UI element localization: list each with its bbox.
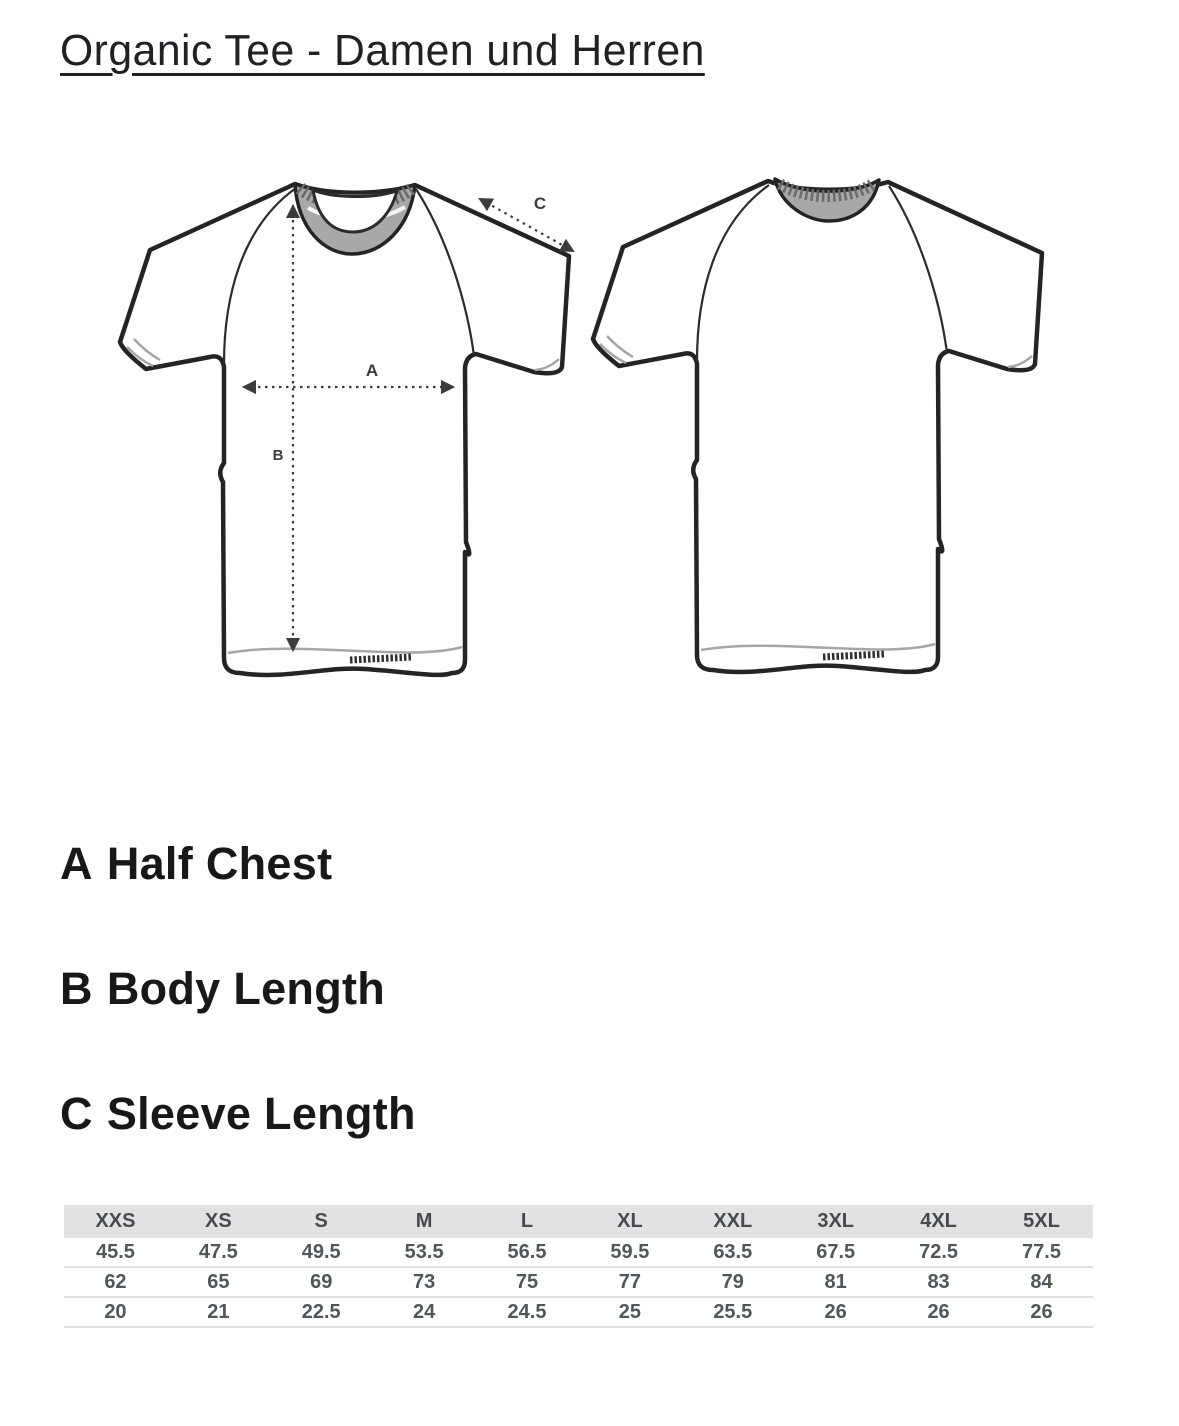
page-title: Organic Tee - Damen und Herren	[60, 26, 705, 75]
size-cell: 24	[372, 1297, 476, 1328]
table-row-half-chest: 45.5 47.5 49.5 53.5 56.5 59.5 63.5 67.5 …	[64, 1238, 1093, 1268]
size-column-header: S	[269, 1205, 373, 1238]
size-cell: 26	[990, 1297, 1093, 1328]
size-cell: 81	[784, 1267, 888, 1298]
size-cell: 24.5	[475, 1297, 579, 1328]
size-cell: 72.5	[887, 1238, 991, 1268]
tshirt-back-view	[593, 177, 1042, 672]
tshirt-measurement-diagram: A B C	[95, 165, 1060, 705]
size-cell: 67.5	[784, 1238, 888, 1268]
size-column-header: M	[372, 1205, 476, 1238]
size-cell: 77.5	[990, 1238, 1093, 1268]
sleeve-length-arrow: C	[478, 194, 575, 253]
measure-label-b: B	[273, 447, 284, 464]
size-column-header: L	[475, 1205, 579, 1238]
legend-key-c: C	[60, 1088, 93, 1139]
size-cell: 26	[887, 1297, 991, 1328]
size-column-header: XL	[578, 1205, 682, 1238]
size-table-header-row: XXS XS S M L XL XXL 3XL 4XL 5XL	[64, 1205, 1093, 1238]
size-cell: 65	[166, 1267, 270, 1298]
body-length-arrow: B	[273, 203, 301, 653]
size-cell: 59.5	[578, 1238, 682, 1268]
table-row-body-length: 62 65 69 73 75 77 79 81 83 84	[64, 1267, 1093, 1298]
size-cell: 69	[269, 1267, 373, 1298]
size-cell: 49.5	[269, 1238, 373, 1268]
legend-sleeve-length: C Sleeve Length	[60, 1088, 416, 1140]
size-column-header: XXL	[681, 1205, 785, 1238]
size-cell: 25.5	[681, 1297, 785, 1328]
size-cell: 73	[372, 1267, 476, 1298]
size-cell: 83	[887, 1267, 991, 1298]
legend-body-length: B Body Length	[60, 963, 385, 1015]
size-cell: 22.5	[269, 1297, 373, 1328]
size-cell: 84	[990, 1267, 1093, 1298]
size-cell: 21	[166, 1297, 270, 1328]
size-table: XXS XS S M L XL XXL 3XL 4XL 5XL 45.5 47.…	[64, 1205, 1093, 1328]
size-cell: 47.5	[166, 1238, 270, 1268]
tshirt-front-view: A B C	[120, 184, 575, 675]
legend-label-a: Half Chest	[106, 838, 333, 889]
half-chest-arrow: A	[241, 361, 456, 395]
size-cell: 26	[784, 1297, 888, 1328]
measure-label-c: C	[534, 194, 546, 213]
legend-half-chest: A Half Chest	[60, 838, 332, 890]
size-cell: 77	[578, 1267, 682, 1298]
size-cell: 62	[64, 1267, 167, 1298]
size-column-header: XS	[166, 1205, 270, 1238]
size-column-header: XXS	[64, 1205, 167, 1238]
size-cell: 45.5	[64, 1238, 167, 1268]
measure-label-a: A	[366, 361, 378, 380]
size-cell: 56.5	[475, 1238, 579, 1268]
size-cell: 20	[64, 1297, 167, 1328]
size-cell: 79	[681, 1267, 785, 1298]
legend-label-c: Sleeve Length	[106, 1088, 416, 1139]
tshirt-diagram-svg: A B C	[95, 177, 1060, 705]
legend-label-b: Body Length	[106, 963, 386, 1014]
size-cell: 53.5	[372, 1238, 476, 1268]
legend-key-a: A	[60, 838, 93, 889]
table-row-sleeve-length: 20 21 22.5 24 24.5 25 25.5 26 26 26	[64, 1297, 1093, 1328]
size-column-header: 4XL	[887, 1205, 991, 1238]
size-cell: 25	[578, 1297, 682, 1328]
legend-key-b: B	[60, 963, 93, 1014]
size-column-header: 3XL	[784, 1205, 888, 1238]
size-cell: 63.5	[681, 1238, 785, 1268]
size-column-header: 5XL	[990, 1205, 1093, 1238]
size-cell: 75	[475, 1267, 579, 1298]
